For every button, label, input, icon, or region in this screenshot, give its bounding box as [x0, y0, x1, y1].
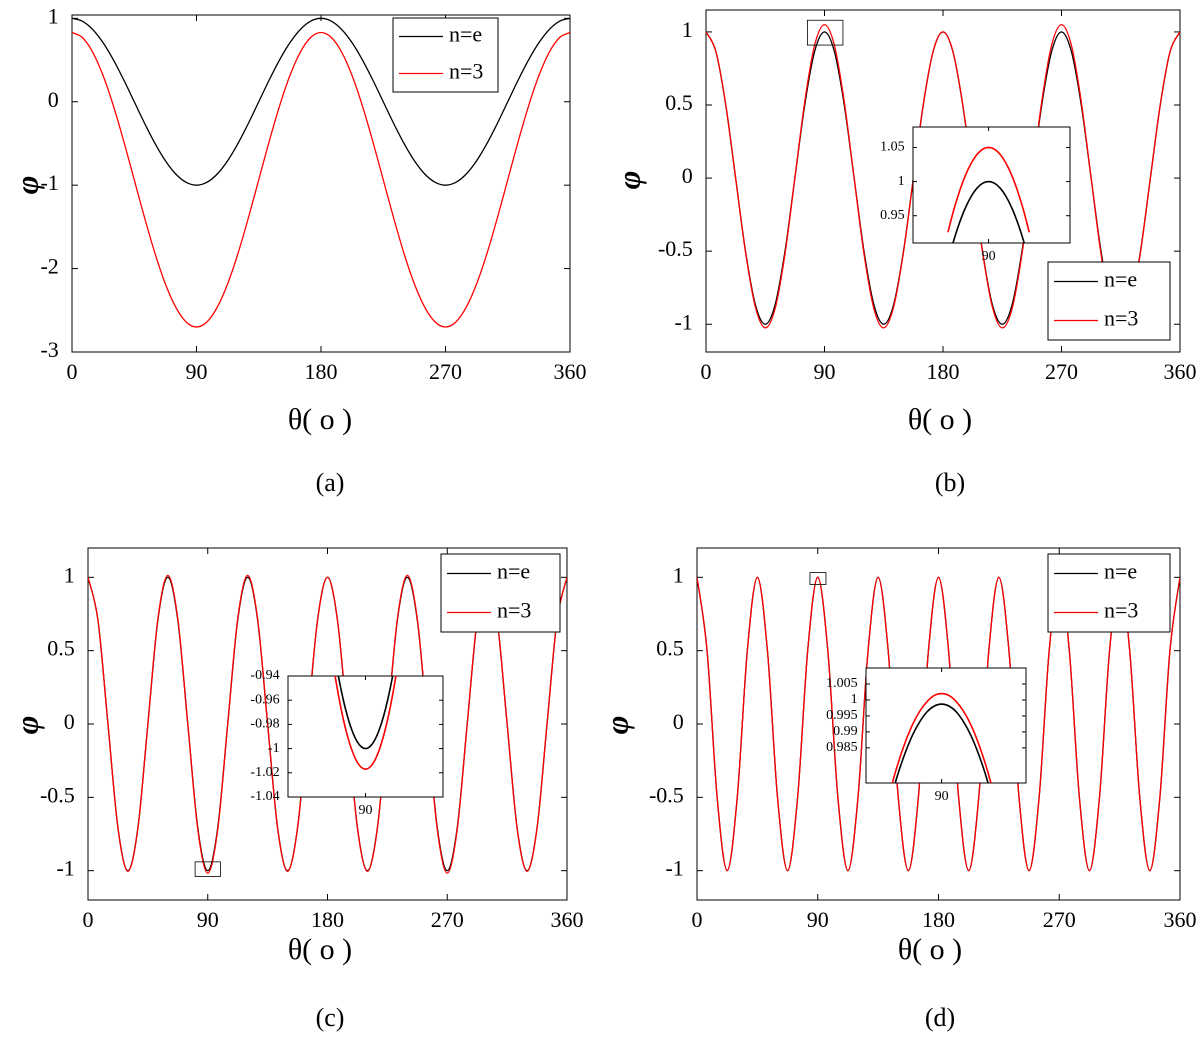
x-tick-label: 360 [1164, 907, 1197, 932]
y-tick-label: 0.99 [833, 724, 858, 739]
caption: (b) [935, 468, 965, 497]
legend-label: n=e [497, 559, 530, 584]
y-tick-label: 0 [682, 163, 693, 188]
plot-frame [912, 126, 1071, 244]
y-axis-label: φ [598, 716, 634, 735]
legend-label: n=3 [1104, 598, 1138, 623]
y-tick-label: 1.005 [826, 676, 858, 691]
y-tick-label: 0 [64, 709, 75, 734]
y-tick-label: 0.995 [826, 708, 858, 723]
y-tick-label: 1 [48, 3, 59, 28]
legend-box [392, 17, 499, 93]
y-tick-label: 0 [673, 709, 684, 734]
legend-label: n=e [449, 22, 482, 47]
x-tick-label: 0 [67, 359, 78, 384]
y-tick-label: 1.05 [880, 140, 905, 155]
x-tick-label: 270 [431, 907, 464, 932]
zoom-box [194, 861, 221, 877]
y-tick-label: -1.04 [250, 789, 279, 804]
data-line [952, 180, 1026, 243]
data-line [891, 692, 992, 783]
caption: (d) [925, 1003, 955, 1032]
data-line [72, 17, 570, 186]
y-tick-label: 1 [64, 562, 75, 587]
data-line [337, 676, 394, 750]
y-tick-label: -1 [674, 309, 692, 334]
y-axis-label: φ [8, 176, 44, 195]
y-tick-label: -0.98 [250, 717, 279, 732]
data-line [947, 146, 1031, 233]
y-tick-label: -1 [40, 170, 58, 195]
x-tick-label: 90 [359, 803, 373, 818]
x-tick-label: 180 [927, 359, 960, 384]
x-tick-label: 90 [814, 359, 836, 384]
y-tick-label: 0.5 [656, 636, 684, 661]
x-tick-label: 90 [807, 907, 829, 932]
x-tick-label: 0 [83, 907, 94, 932]
x-tick-label: 90 [197, 907, 219, 932]
data-line [706, 23, 1180, 329]
x-tick-label: 360 [1164, 359, 1197, 384]
y-tick-label: 0.5 [47, 636, 75, 661]
y-tick-label: -1.02 [250, 765, 279, 780]
legend-box [440, 553, 561, 633]
y-tick-label: 0.5 [665, 90, 693, 115]
y-tick-label: 1 [673, 562, 684, 587]
y-tick-label: -0.96 [250, 692, 279, 707]
y-tick-label: -0.94 [250, 668, 279, 683]
x-tick-label: 180 [311, 907, 344, 932]
y-tick-label: -0.5 [40, 782, 75, 807]
x-tick-label: 0 [692, 907, 703, 932]
zoom-box [806, 19, 844, 46]
y-tick-label: 0.95 [880, 208, 905, 223]
legend-box [1047, 553, 1171, 633]
data-line [334, 676, 397, 770]
x-tick-label: 270 [429, 359, 462, 384]
x-tick-label: 180 [305, 359, 338, 384]
legend-label: n=e [1104, 559, 1137, 584]
y-axis-label: φ [8, 716, 44, 735]
caption: (a) [316, 468, 345, 497]
x-axis-label: θ( o ) [288, 933, 352, 966]
y-tick-label: -0.5 [658, 236, 693, 261]
x-tick-label: 270 [1045, 359, 1078, 384]
x-axis-label: θ( o ) [908, 403, 972, 436]
y-tick-label: 0.985 [826, 740, 858, 755]
y-tick-label: -1 [268, 741, 280, 756]
y-tick-label: 1 [682, 17, 693, 42]
y-tick-label: 0 [48, 87, 59, 112]
y-tick-label: -3 [40, 337, 58, 362]
data-line [72, 31, 570, 328]
y-tick-label: -0.5 [649, 782, 684, 807]
x-axis-label: θ( o ) [288, 403, 352, 436]
y-tick-label: -1 [665, 856, 683, 881]
legend-label: n=3 [497, 598, 531, 623]
data-line [697, 576, 1180, 872]
x-tick-label: 90 [935, 789, 949, 804]
x-tick-label: 180 [922, 907, 955, 932]
x-axis-label: θ( o ) [898, 933, 962, 966]
x-tick-label: 90 [982, 249, 996, 264]
x-tick-label: 0 [701, 359, 712, 384]
plot-frame [865, 667, 1027, 784]
y-axis-label: φ [610, 171, 646, 190]
y-tick-label: 1 [898, 174, 905, 189]
y-tick-label: 1 [851, 692, 858, 707]
x-tick-label: 360 [551, 907, 584, 932]
legend-label: n=3 [449, 59, 483, 84]
plot-frame [287, 675, 444, 798]
y-tick-label: -2 [40, 254, 58, 279]
data-line [894, 703, 989, 783]
legend-box [1047, 261, 1171, 341]
x-tick-label: 360 [554, 359, 587, 384]
legend-label: n=3 [1104, 306, 1138, 331]
legend-label: n=e [1104, 267, 1137, 292]
x-tick-label: 270 [1043, 907, 1076, 932]
x-tick-label: 90 [186, 359, 208, 384]
y-tick-label: -1 [56, 856, 74, 881]
zoom-box [809, 572, 827, 585]
caption: (c) [316, 1003, 345, 1032]
